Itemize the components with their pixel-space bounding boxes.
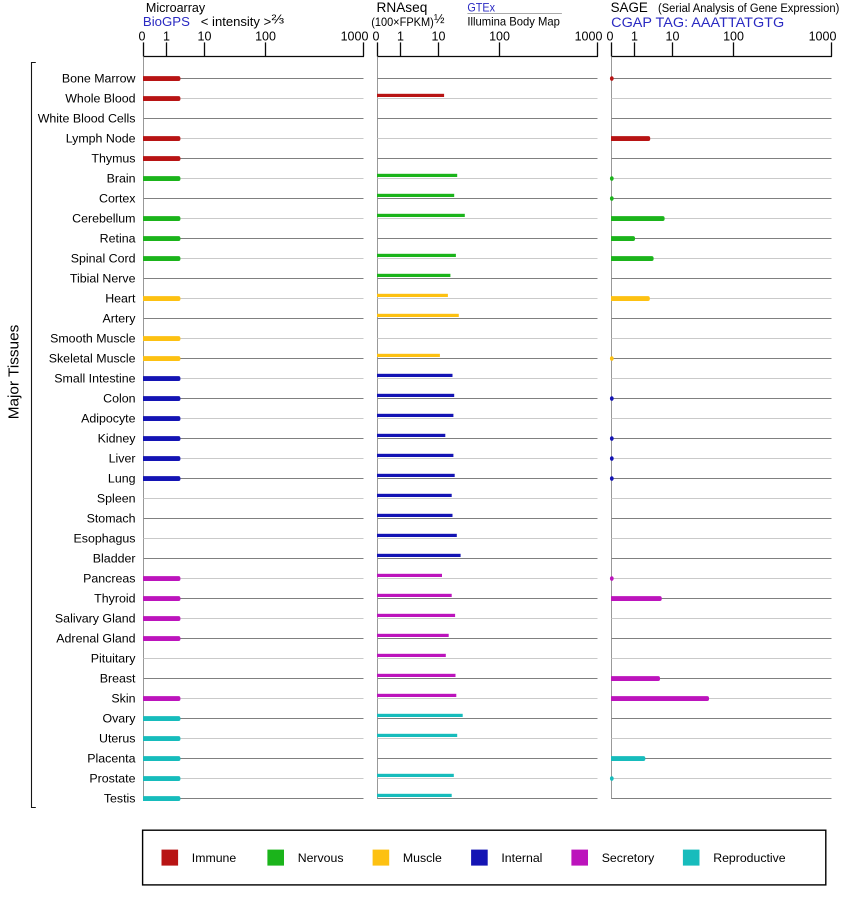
svg-text:Prostate: Prostate (89, 771, 135, 785)
svg-text:Adrenal Gland: Adrenal Gland (56, 631, 135, 645)
svg-text:Pituitary: Pituitary (91, 651, 137, 665)
svg-text:0: 0 (139, 30, 146, 44)
svg-text:Bladder: Bladder (93, 551, 136, 565)
svg-text:Muscle: Muscle (403, 851, 442, 865)
svg-text:10: 10 (198, 30, 212, 44)
svg-text:< intensity >: < intensity > (201, 14, 272, 29)
svg-text:Spleen: Spleen (97, 491, 136, 505)
svg-text:Illumina Body Map: Illumina Body Map (467, 14, 560, 28)
svg-text:100: 100 (723, 30, 744, 44)
svg-text:Cortex: Cortex (99, 191, 136, 205)
svg-text:0: 0 (373, 30, 380, 44)
svg-text:100: 100 (489, 30, 510, 44)
svg-text:Thyroid: Thyroid (94, 591, 135, 605)
svg-text:GTEx: GTEx (467, 1, 495, 15)
svg-text:Salivary Gland: Salivary Gland (55, 611, 136, 625)
svg-text:Retina: Retina (100, 231, 136, 245)
svg-text:Microarray: Microarray (146, 0, 206, 15)
svg-text:1000: 1000 (809, 30, 837, 44)
svg-text:Kidney: Kidney (98, 431, 137, 445)
svg-text:Immune: Immune (192, 851, 237, 865)
svg-text:10: 10 (432, 30, 446, 44)
svg-text:Tibial Nerve: Tibial Nerve (70, 271, 136, 285)
svg-text:1000: 1000 (341, 30, 369, 44)
svg-text:Reproductive: Reproductive (713, 851, 786, 865)
svg-text:Liver: Liver (109, 451, 136, 465)
svg-text:1: 1 (631, 30, 638, 44)
svg-text:Placenta: Placenta (87, 751, 135, 765)
svg-text:SAGE: SAGE (611, 0, 648, 15)
svg-text:Lymph Node: Lymph Node (66, 131, 136, 145)
svg-text:Lung: Lung (108, 471, 136, 485)
svg-text:RNAseq: RNAseq (377, 0, 428, 15)
svg-text:⅔: ⅔ (272, 12, 285, 27)
svg-text:Testis: Testis (104, 791, 136, 805)
svg-text:Pancreas: Pancreas (83, 571, 135, 585)
svg-text:Breast: Breast (100, 671, 136, 685)
svg-text:½: ½ (434, 11, 445, 26)
svg-text:1000: 1000 (575, 30, 603, 44)
svg-text:Nervous: Nervous (298, 851, 344, 865)
svg-text:Artery: Artery (102, 311, 136, 325)
svg-text:Major Tissues: Major Tissues (6, 325, 23, 420)
svg-text:1: 1 (397, 30, 404, 44)
svg-text:Uterus: Uterus (99, 731, 136, 745)
svg-text:Thymus: Thymus (91, 151, 135, 165)
svg-text:Small Intestine: Small Intestine (54, 371, 135, 385)
svg-text:Adipocyte: Adipocyte (81, 411, 136, 425)
svg-text:Smooth Muscle: Smooth Muscle (50, 331, 136, 345)
svg-text:CGAP TAG: AAATTATGTG: CGAP TAG: AAATTATGTG (611, 15, 784, 30)
svg-text:Secretory: Secretory (602, 851, 655, 865)
svg-text:BioGPS: BioGPS (143, 14, 190, 29)
svg-text:Ovary: Ovary (102, 711, 136, 725)
svg-text:(Serial Analysis of Gene Expre: (Serial Analysis of Gene Expression) (658, 3, 839, 15)
svg-text:White Blood Cells: White Blood Cells (38, 111, 136, 125)
svg-text:1: 1 (163, 30, 170, 44)
svg-text:Spinal Cord: Spinal Cord (71, 251, 136, 265)
svg-text:100: 100 (255, 30, 276, 44)
svg-text:0: 0 (607, 30, 614, 44)
svg-text:Skeletal Muscle: Skeletal Muscle (49, 351, 136, 365)
svg-text:Heart: Heart (105, 291, 136, 305)
svg-text:Cerebellum: Cerebellum (72, 211, 135, 225)
svg-text:Skin: Skin (111, 691, 135, 705)
svg-text:Internal: Internal (501, 851, 542, 865)
svg-text:Stomach: Stomach (87, 511, 136, 525)
svg-text:Esophagus: Esophagus (73, 531, 135, 545)
svg-text:Bone Marrow: Bone Marrow (62, 71, 136, 85)
svg-text:(100×FPKM): (100×FPKM) (371, 15, 434, 29)
svg-text:Colon: Colon (103, 391, 135, 405)
svg-text:Brain: Brain (107, 171, 136, 185)
svg-text:10: 10 (666, 30, 680, 44)
svg-text:Whole Blood: Whole Blood (65, 91, 135, 105)
